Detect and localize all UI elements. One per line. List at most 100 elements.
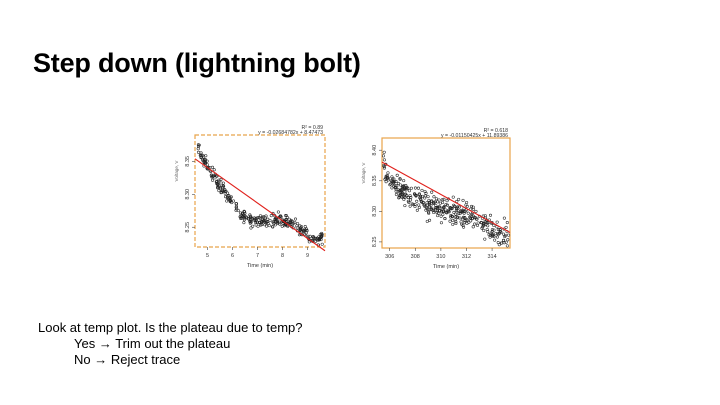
data-point xyxy=(449,206,453,210)
data-point xyxy=(455,207,459,211)
data-point xyxy=(504,240,508,244)
data-point xyxy=(485,220,490,225)
data-point xyxy=(463,216,467,220)
data-point xyxy=(488,233,492,237)
data-point xyxy=(278,214,282,218)
data-point xyxy=(452,210,456,214)
data-point xyxy=(498,231,502,235)
data-point xyxy=(394,179,398,183)
data-point xyxy=(449,215,453,219)
data-point xyxy=(255,218,259,222)
data-point xyxy=(407,200,411,204)
x-axis-label: Time (min) xyxy=(433,264,459,270)
data-point xyxy=(293,217,297,221)
data-point xyxy=(258,220,262,224)
data-point xyxy=(473,216,477,220)
data-point xyxy=(465,200,469,205)
slide-title: Step down (lightning bolt) xyxy=(33,48,361,78)
data-point xyxy=(474,209,478,213)
data-point xyxy=(457,205,461,209)
data-point xyxy=(242,216,246,220)
data-point xyxy=(466,211,470,215)
data-point xyxy=(454,215,458,219)
data-point xyxy=(394,193,398,197)
data-point xyxy=(417,192,421,196)
data-point xyxy=(293,221,297,225)
data-point xyxy=(435,210,439,214)
x-tick-label: 306 xyxy=(385,254,394,260)
data-point xyxy=(278,222,282,226)
data-point xyxy=(497,243,501,247)
data-point xyxy=(470,204,474,208)
data-point xyxy=(494,232,498,236)
data-point xyxy=(388,183,392,187)
data-point xyxy=(469,219,473,223)
data-point xyxy=(273,220,277,224)
data-point xyxy=(196,145,201,149)
data-point xyxy=(382,150,386,154)
data-point xyxy=(307,237,311,241)
data-point xyxy=(402,179,406,183)
data-point xyxy=(495,220,499,224)
data-point xyxy=(315,238,319,242)
data-point xyxy=(248,213,252,217)
data-point xyxy=(382,166,386,170)
data-point xyxy=(201,158,205,162)
x-tick-label: 308 xyxy=(411,254,420,260)
data-point xyxy=(462,220,466,224)
data-point xyxy=(465,218,469,222)
data-point xyxy=(416,186,420,190)
data-point xyxy=(488,213,493,217)
data-point xyxy=(389,182,393,186)
data-point xyxy=(439,214,443,218)
data-point xyxy=(386,178,390,182)
data-point xyxy=(281,221,285,225)
data-point xyxy=(445,211,449,215)
data-point xyxy=(423,196,427,200)
x-tick-label: 310 xyxy=(436,254,445,260)
data-point xyxy=(461,198,465,202)
data-point xyxy=(432,201,436,205)
data-point xyxy=(404,188,408,192)
data-point xyxy=(303,225,307,229)
data-point xyxy=(394,189,398,193)
data-point xyxy=(312,236,316,240)
data-point xyxy=(271,220,275,224)
data-point xyxy=(216,185,220,189)
data-point xyxy=(234,205,238,209)
data-point xyxy=(461,215,465,219)
data-point xyxy=(473,222,477,226)
data-point xyxy=(308,234,312,238)
data-point xyxy=(250,217,254,221)
data-point xyxy=(398,183,403,187)
data-point xyxy=(422,203,426,207)
data-point xyxy=(444,208,448,212)
fit-equation-label: y = -0.02684782x + 8.47473 xyxy=(258,130,323,136)
data-point xyxy=(444,203,448,207)
data-point xyxy=(271,225,275,229)
data-point xyxy=(408,204,412,208)
data-point xyxy=(397,195,401,199)
data-point xyxy=(297,233,301,237)
data-point xyxy=(196,143,200,147)
data-point xyxy=(384,180,388,184)
data-point xyxy=(490,234,494,238)
data-point xyxy=(462,225,466,229)
y-tick-label: 8.25 xyxy=(185,222,191,233)
data-point xyxy=(424,205,428,209)
data-point xyxy=(421,200,425,204)
data-point xyxy=(199,153,203,157)
y-tick-label: 8.25 xyxy=(372,237,378,248)
data-point xyxy=(432,207,436,211)
x-tick-label: 9 xyxy=(306,253,309,259)
data-point xyxy=(502,241,506,245)
data-point xyxy=(413,203,417,207)
data-point xyxy=(486,230,490,234)
data-point xyxy=(227,194,231,198)
data-point xyxy=(398,177,402,181)
data-point xyxy=(298,227,302,232)
data-point xyxy=(209,173,213,178)
data-point xyxy=(445,203,449,207)
data-point xyxy=(438,205,442,209)
data-point xyxy=(246,217,250,221)
